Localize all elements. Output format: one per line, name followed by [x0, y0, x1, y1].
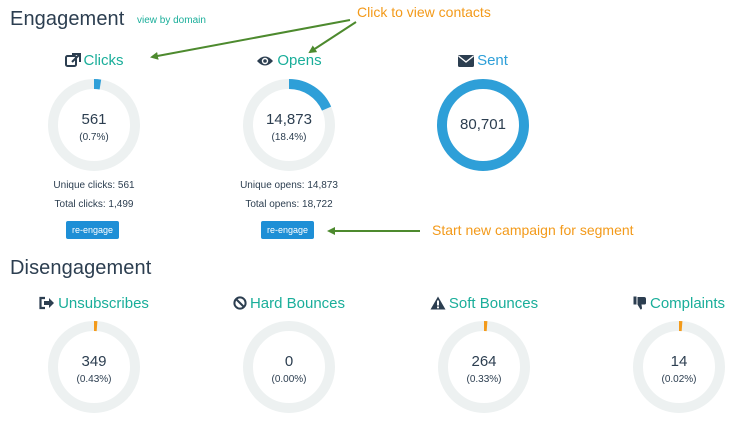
- engagement-title: Engagement: [10, 8, 125, 30]
- clicks-percent: (0.7%): [79, 132, 109, 143]
- clicks-ring-arc: [48, 79, 140, 171]
- complaints-percent: (0.02%): [661, 374, 697, 385]
- soft-bounces-label: Soft Bounces: [448, 295, 539, 312]
- soft-bounces-percent: (0.33%): [466, 374, 502, 385]
- new-campaign-annotation: Start new campaign for segment: [432, 222, 634, 238]
- hard-bounces-ring: 0 (0.00%): [242, 320, 336, 414]
- clicks-label: Clicks: [83, 52, 124, 69]
- opens-ring-arc: [243, 79, 335, 171]
- hard-bounces-percent: (0.00%): [271, 374, 307, 385]
- complaints-label: Complaints: [649, 295, 726, 312]
- disengagement-title: Disengagement: [10, 257, 152, 279]
- soft-bounces-ring: 264 (0.33%): [437, 320, 531, 414]
- unsubscribes-ring: 349 (0.43%): [47, 320, 141, 414]
- arrow-to-clicks: [150, 19, 351, 60]
- sent-heading: Sent: [423, 52, 543, 69]
- hard-bounces-link[interactable]: Hard Bounces: [229, 295, 349, 312]
- warning-icon: [430, 296, 446, 310]
- unsubscribes-link[interactable]: Unsubscribes: [34, 295, 154, 312]
- hard-bounces-value: 0: [284, 353, 294, 370]
- opens-reengage-button[interactable]: re-engage: [261, 221, 315, 239]
- click-contacts-annotation: Click to view contacts: [357, 4, 491, 20]
- soft-bounces-ring-arc: [438, 321, 530, 413]
- total-clicks: Total clicks: 1,499: [54, 199, 134, 210]
- soft-bounces-link[interactable]: Soft Bounces: [424, 295, 544, 312]
- unique-opens: Unique opens: 14,873: [240, 180, 338, 191]
- clicks-value: 561: [81, 111, 107, 128]
- hard-bounces-label: Hard Bounces: [249, 295, 346, 312]
- external-link-icon: [64, 53, 81, 67]
- eye-icon: [257, 56, 274, 66]
- opens-value: 14,873: [266, 111, 312, 128]
- total-opens: Total opens: 18,722: [245, 199, 333, 210]
- opens-label: Opens: [277, 52, 322, 69]
- opens-percent: (18.4%): [271, 132, 307, 143]
- sent-ring-arc: [437, 79, 529, 171]
- unsubscribes-value: 349: [81, 353, 107, 370]
- ban-icon: [233, 296, 247, 310]
- sent-label: Sent: [477, 52, 508, 69]
- unsubscribes-percent: (0.43%): [76, 374, 112, 385]
- complaints-ring: 14 (0.02%): [632, 320, 726, 414]
- complaints-value: 14: [670, 353, 688, 370]
- thumbs-down-icon: [633, 296, 646, 310]
- envelope-icon: [458, 55, 475, 67]
- soft-bounces-value: 264: [471, 353, 497, 370]
- arrow-to-opens: [308, 21, 357, 54]
- opens-link[interactable]: Opens: [229, 52, 349, 69]
- sent-value: 80,701: [460, 116, 506, 133]
- clicks-link[interactable]: Clicks: [34, 52, 154, 69]
- unsubscribes-label: Unsubscribes: [58, 295, 149, 312]
- view-by-domain-link[interactable]: view by domain: [137, 15, 206, 26]
- clicks-reengage-button[interactable]: re-engage: [66, 221, 120, 239]
- opens-ring: 14,873 (18.4%): [242, 78, 336, 172]
- unsubscribes-ring-arc: [48, 321, 140, 413]
- unique-clicks: Unique clicks: 561: [53, 180, 135, 191]
- sent-ring: 80,701: [436, 78, 530, 172]
- sign-out-icon: [39, 296, 55, 310]
- clicks-ring: 561 (0.7%): [47, 78, 141, 172]
- complaints-ring-arc: [633, 321, 725, 413]
- complaints-link[interactable]: Complaints: [619, 295, 739, 312]
